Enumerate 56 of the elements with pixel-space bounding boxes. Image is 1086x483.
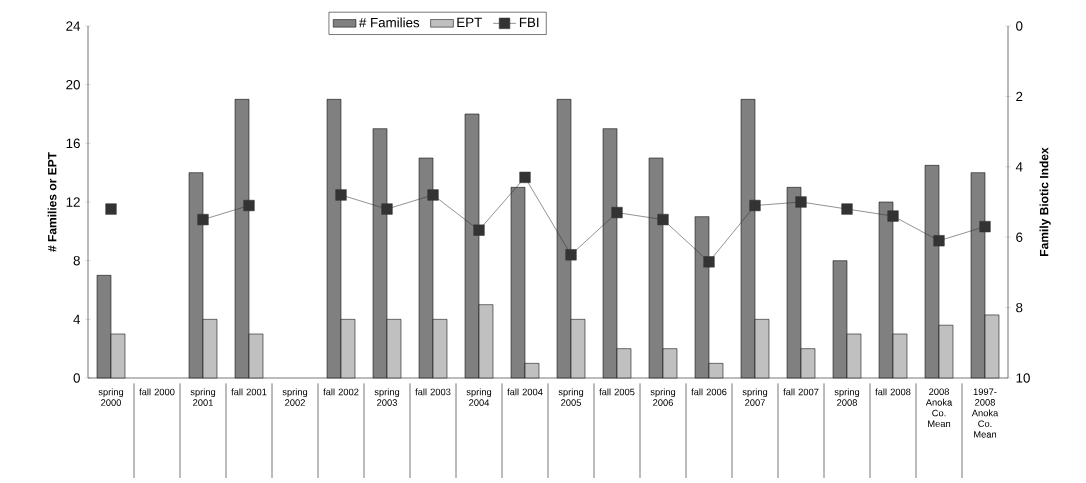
point [427, 189, 439, 201]
point [381, 203, 393, 215]
x-tick-label: spring 2002 [282, 388, 308, 406]
point [197, 214, 209, 226]
x-tick-label: 2008 Anoka Co. Mean [925, 388, 953, 427]
point [473, 224, 485, 236]
x-tick-label: spring 2006 [650, 388, 676, 406]
point [979, 221, 991, 233]
y2-tick-label: 6 [1016, 232, 1023, 242]
point [519, 171, 531, 183]
point [335, 189, 347, 201]
legend-label: FBI [519, 17, 539, 27]
x-tick-label: spring 2007 [742, 388, 768, 406]
y-tick-label: 24 [66, 21, 81, 31]
y2-tick-label: 0 [1016, 21, 1023, 31]
y2-axis-title: Family Biotic Index [1039, 147, 1051, 256]
x-tick-label: fall 2005 [599, 388, 635, 396]
y-tick-label: 16 [66, 138, 80, 149]
legend-label: EPT [457, 17, 482, 27]
x-tick-label: spring 2003 [374, 388, 400, 406]
x-tick-label: spring 2004 [466, 388, 492, 406]
point [657, 214, 669, 226]
x-tick-label: fall 2003 [415, 388, 451, 396]
y2-tick-label: 10 [1016, 373, 1030, 383]
y-tick-label: 8 [73, 255, 80, 266]
x-tick-label: spring 2008 [834, 388, 860, 406]
legend-label: # Families [358, 17, 420, 28]
y-tick-label: 0 [73, 373, 80, 383]
point [105, 203, 117, 215]
x-tick-label: fall 2008 [875, 388, 911, 396]
point [887, 210, 899, 222]
point [933, 235, 945, 247]
x-tick-label: fall 2002 [323, 388, 359, 396]
x-tick-label: 1997-2008 Anoka Co. Mean [971, 388, 999, 438]
y2-tick-label: 4 [1015, 162, 1023, 172]
x-tick-label: fall 2004 [507, 388, 543, 396]
y2-tick-label: 2 [1016, 91, 1023, 102]
point [703, 256, 715, 268]
x-tick-label: fall 2000 [139, 388, 175, 396]
y-tick-label: 4 [73, 314, 81, 324]
point [611, 206, 623, 219]
x-tick-label: spring 2001 [190, 388, 216, 406]
y-tick-label: 20 [66, 79, 80, 90]
point [749, 199, 761, 212]
y2-tick-label: 8 [1016, 302, 1023, 313]
x-tick-label: spring 2000 [98, 388, 124, 406]
point [795, 196, 807, 208]
y-tick-label: 12 [66, 197, 80, 207]
x-tick-label: fall 2001 [231, 388, 267, 396]
point [565, 249, 577, 261]
x-tick-label: fall 2006 [691, 388, 727, 396]
point [841, 203, 853, 215]
x-tick-label: spring 2005 [558, 388, 584, 406]
x-tick-label: fall 2007 [783, 388, 819, 396]
y-axis-title: # Families or EPT [47, 152, 57, 252]
point [243, 199, 255, 212]
